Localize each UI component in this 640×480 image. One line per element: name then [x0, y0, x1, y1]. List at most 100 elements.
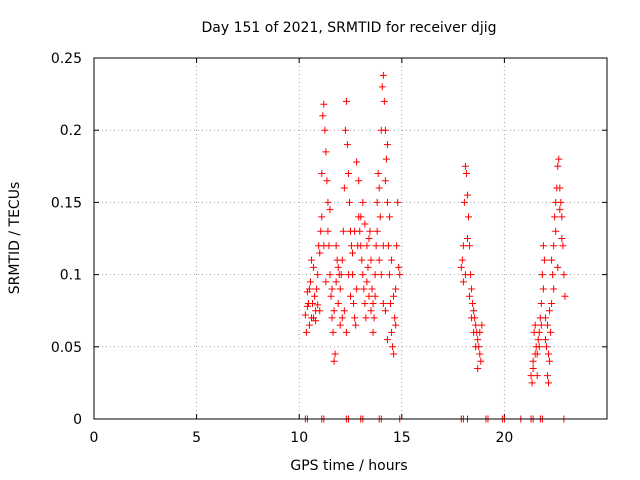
data-point: [383, 198, 391, 206]
data-point: [528, 379, 536, 387]
data-point: [377, 271, 385, 279]
data-point: [395, 263, 403, 271]
data-point: [369, 299, 377, 307]
data-point: [558, 235, 566, 242]
data-point: [556, 184, 564, 192]
data-point: [476, 328, 484, 336]
data-point: [548, 299, 556, 307]
data-point: [539, 285, 547, 293]
data-point: [342, 97, 350, 105]
data-point: [477, 357, 485, 365]
data-point: [364, 263, 372, 271]
data-point: [322, 148, 330, 156]
data-point: [357, 242, 365, 250]
data-point: [547, 328, 555, 336]
data-point: [351, 227, 359, 235]
data-point: [469, 299, 477, 307]
data-point: [540, 256, 548, 264]
data-point: [552, 227, 560, 235]
data-point: [330, 307, 338, 315]
data-point: [543, 372, 551, 380]
data-point: [336, 321, 344, 329]
data-point: [382, 155, 390, 163]
data-point: [329, 328, 337, 336]
data-point: [375, 184, 383, 192]
data-point: [383, 141, 391, 149]
data-point: [545, 379, 553, 387]
data-point: [371, 292, 379, 300]
data-point: [392, 321, 400, 329]
data-point: [351, 314, 359, 322]
data-point: [394, 198, 402, 206]
data-point: [337, 271, 345, 279]
data-point: [355, 177, 363, 185]
data-point: [306, 278, 314, 286]
data-point: [331, 350, 339, 358]
data-point: [328, 314, 336, 322]
data-point: [302, 328, 310, 336]
data-point: [344, 170, 352, 178]
data-point: [461, 271, 469, 279]
data-point: [472, 343, 480, 351]
data-point: [339, 227, 347, 235]
data-point: [368, 285, 376, 293]
data-point: [316, 307, 324, 315]
data-point: [463, 191, 471, 199]
data-point: [529, 357, 537, 365]
data-point: [342, 328, 350, 336]
data-point: [468, 285, 476, 293]
data-point: [336, 285, 344, 293]
data-point: [393, 242, 401, 250]
data-point: [468, 314, 476, 322]
data-point: [379, 299, 387, 307]
y-tick-label: 0.1: [60, 268, 82, 284]
data-point: [338, 314, 346, 322]
data-point: [474, 364, 482, 372]
data-point: [350, 299, 358, 307]
data-point: [476, 350, 484, 358]
data-point: [542, 343, 550, 351]
data-point: [366, 227, 374, 235]
data-point: [554, 263, 562, 271]
data-point: [463, 235, 471, 242]
data-point: [379, 71, 387, 79]
data-point: [478, 321, 486, 329]
data-point: [550, 285, 558, 293]
data-point: [310, 263, 318, 271]
data-point: [344, 271, 352, 279]
data-point: [551, 213, 559, 221]
data-point: [369, 328, 377, 336]
data-point: [390, 292, 398, 300]
x-axis-label: GPS time / hours: [290, 458, 407, 474]
data-point: [326, 271, 334, 279]
y-axis-label: SRMTID / TECUs: [7, 182, 23, 295]
data-point: [557, 198, 565, 206]
data-point: [316, 249, 324, 257]
data-point: [334, 299, 342, 307]
data-point: [546, 357, 554, 365]
data-point: [385, 213, 393, 221]
data-point: [466, 292, 474, 300]
data-point: [308, 256, 316, 264]
data-point: [388, 328, 396, 336]
y-tick-label: 0.25: [51, 51, 82, 67]
data-point: [320, 242, 328, 250]
data-point: [390, 350, 398, 358]
data-point: [374, 170, 382, 178]
data-point: [340, 307, 348, 315]
data-point: [533, 372, 541, 380]
data-point: [311, 292, 319, 300]
data-point: [358, 256, 366, 264]
data-point: [349, 249, 357, 257]
chart-title: Day 151 of 2021, SRMTID for receiver dji…: [202, 20, 497, 36]
y-tick-label: 0: [73, 412, 82, 428]
data-point: [305, 321, 313, 329]
data-point: [326, 206, 334, 214]
data-point: [550, 242, 558, 250]
plot-frame: [93, 57, 608, 420]
data-point: [360, 285, 368, 293]
data-point: [343, 141, 351, 149]
data-point: [367, 256, 375, 264]
data-point: [314, 271, 322, 279]
data-point: [466, 242, 474, 250]
